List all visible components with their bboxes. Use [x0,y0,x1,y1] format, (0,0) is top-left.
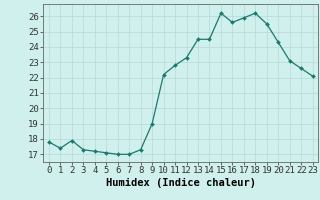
X-axis label: Humidex (Indice chaleur): Humidex (Indice chaleur) [106,178,256,188]
